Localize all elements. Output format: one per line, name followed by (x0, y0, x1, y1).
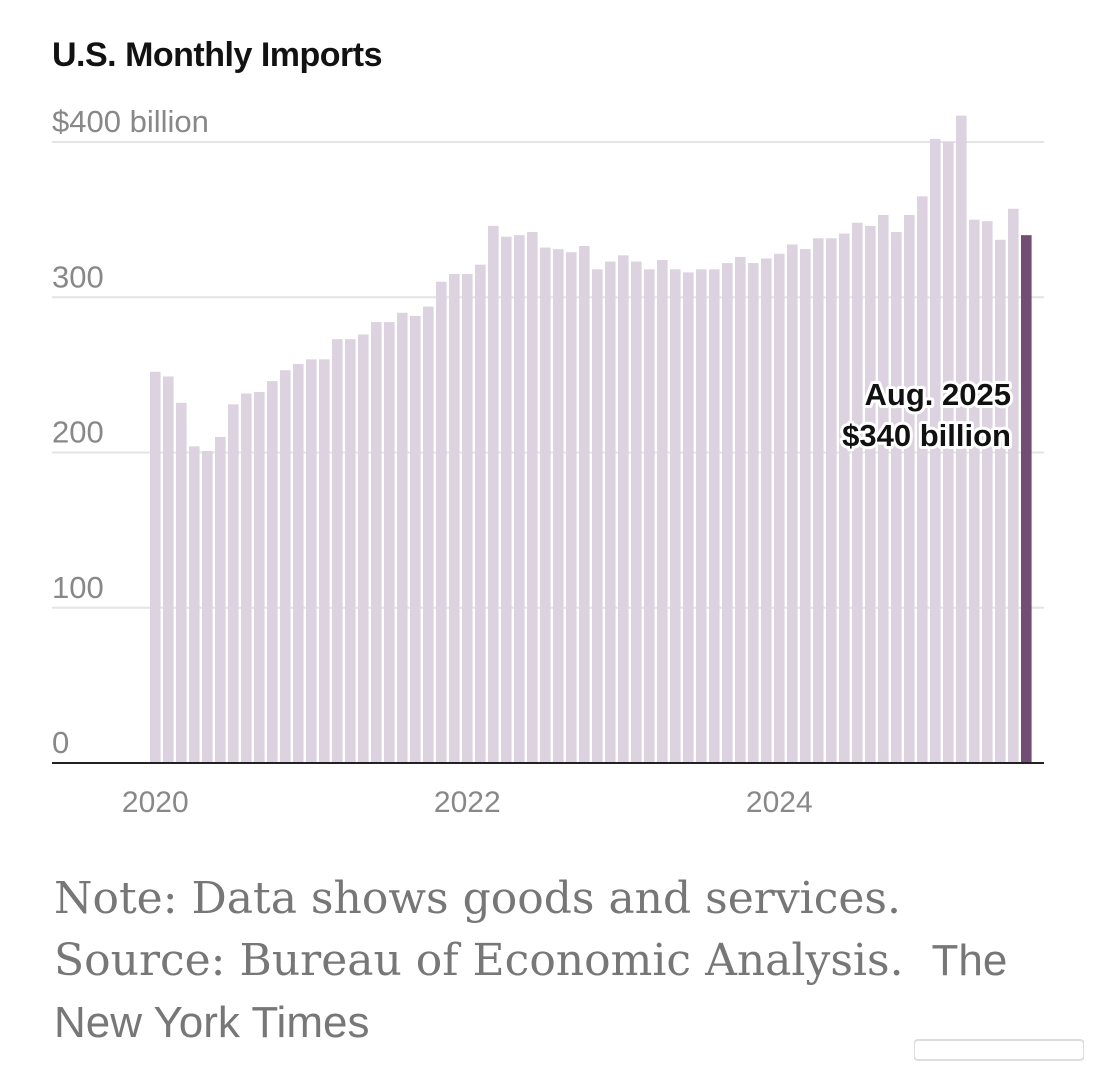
bar (748, 263, 759, 763)
bar (514, 235, 525, 763)
y-tick-label: 100 (52, 570, 104, 605)
bar (202, 450, 213, 763)
annotation-value: $340 billion (842, 418, 1011, 453)
bar (813, 238, 824, 763)
bar (384, 322, 395, 763)
bar (540, 247, 551, 763)
bar (670, 269, 681, 763)
bar (176, 402, 187, 763)
x-tick-label: 2020 (122, 786, 189, 819)
y-axis-labels: $400 billion 300 200 100 0 (52, 104, 209, 760)
bar (397, 312, 408, 763)
annotation-date: Aug. 2025 (865, 377, 1011, 412)
bar (657, 259, 668, 763)
bar (605, 261, 616, 763)
bar (332, 339, 343, 763)
bar (449, 273, 460, 763)
bars (150, 115, 1032, 764)
source-note: Note: Data shows goods and services. Sou… (54, 868, 1014, 1054)
bar (280, 370, 291, 763)
y-tick-label: $400 billion (52, 104, 209, 139)
bar-chart: $400 billion 300 200 100 0 2020 2022 2024 Aug.… (52, 104, 1044, 819)
x-tick-label: 2024 (746, 786, 813, 819)
bar (852, 222, 863, 764)
bar (215, 436, 226, 763)
watermark-icon (914, 1039, 1084, 1061)
bar (774, 253, 785, 763)
bar (436, 281, 447, 763)
credit-text: The New York Times (54, 936, 1008, 1047)
bar (761, 258, 772, 763)
bar-highlight (1021, 235, 1032, 763)
bar (306, 359, 317, 763)
bar (501, 236, 512, 763)
bar (982, 221, 993, 764)
bar (865, 225, 876, 763)
bar (800, 249, 811, 763)
bar (566, 252, 577, 764)
bar (787, 244, 798, 764)
y-tick-label: 0 (52, 725, 69, 760)
x-tick-label: 2022 (434, 786, 501, 819)
bar (228, 404, 239, 763)
y-tick-label: 200 (52, 415, 104, 450)
bar (631, 261, 642, 763)
bar (189, 446, 200, 763)
bar (618, 255, 629, 763)
bar (150, 371, 161, 763)
bar (722, 263, 733, 763)
bar (371, 322, 382, 763)
bar (475, 264, 486, 763)
bar (696, 269, 707, 763)
bar (826, 238, 837, 763)
bar (839, 233, 850, 763)
chart-title: U.S. Monthly Imports (52, 36, 383, 74)
bar (891, 232, 902, 764)
bar (683, 272, 694, 763)
bar (267, 381, 278, 763)
bar (943, 142, 954, 763)
bar (579, 246, 590, 763)
latest-value-annotation: Aug. 2025 $340 billion (839, 374, 1014, 456)
bar (358, 334, 369, 763)
bar (956, 115, 967, 764)
bar (917, 196, 928, 763)
bar (904, 214, 915, 763)
bar (878, 214, 889, 763)
bar (644, 269, 655, 763)
bar (735, 256, 746, 763)
bar (592, 269, 603, 763)
bar (930, 138, 941, 763)
bar (241, 393, 252, 763)
y-tick-label: 300 (52, 259, 104, 294)
bar (488, 225, 499, 763)
bar (709, 269, 720, 763)
bar (995, 239, 1006, 763)
note-text: Note: Data shows goods and services. Sou… (54, 873, 904, 986)
bar (254, 391, 265, 763)
bar (345, 339, 356, 763)
bar (462, 273, 473, 763)
bar (423, 306, 434, 763)
bar (410, 315, 421, 763)
bar (1008, 208, 1019, 763)
bar (553, 249, 564, 763)
bar (969, 219, 980, 763)
bar (293, 364, 304, 763)
x-axis-labels: 2020 2022 2024 (122, 786, 813, 819)
bar (319, 359, 330, 763)
bar (163, 376, 174, 763)
bar (527, 232, 538, 764)
